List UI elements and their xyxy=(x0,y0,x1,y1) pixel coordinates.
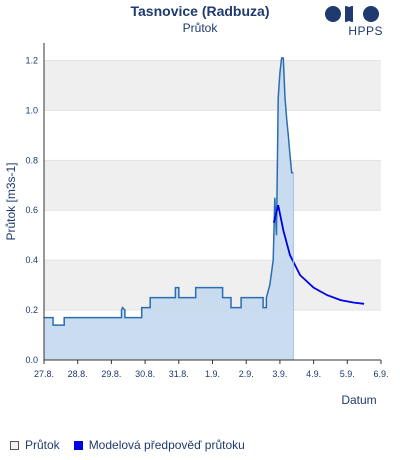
y-tick-label: 0.8 xyxy=(25,155,38,165)
x-tick-label: 6.9. xyxy=(373,369,388,379)
x-tick-label: 2.9. xyxy=(239,369,254,379)
y-tick-label: 0.0 xyxy=(25,355,38,365)
logo-text: HPPS xyxy=(348,24,383,38)
x-tick-label: 4.9. xyxy=(306,369,321,379)
legend-item-measured[interactable]: Průtok xyxy=(10,438,60,452)
chart-title: Tasnovice (Radbuza) xyxy=(130,3,270,19)
grid-band xyxy=(44,160,381,211)
legend-label-forecast: Modelová předpověď průtoku xyxy=(88,438,245,452)
forecast-flow-line xyxy=(272,204,365,305)
legend-swatch-forecast xyxy=(73,440,83,450)
y-tick-label: 0.6 xyxy=(25,205,38,215)
measured-flow-line xyxy=(44,57,294,326)
x-tick-label: 29.8. xyxy=(101,369,121,379)
legend-swatch-measured xyxy=(10,440,19,450)
x-tick-label: 27.8. xyxy=(34,369,54,379)
x-tick-label: 28.8. xyxy=(68,369,88,379)
legend-label-measured: Průtok xyxy=(25,438,60,452)
y-tick-label: 0.2 xyxy=(25,305,38,315)
x-tick-label: 5.9. xyxy=(340,369,355,379)
x-tick-label: 30.8. xyxy=(135,369,155,379)
x-tick-label: 1.9. xyxy=(205,369,220,379)
x-tick-label: 31.8. xyxy=(169,369,189,379)
x-axis-label: Datum xyxy=(341,393,376,407)
flow-chart: 0.0 0.2 0.4 0.6 0.8 1.0 1.2 27.8. 28.8. 29.8. 30.… xyxy=(4,43,389,407)
y-tick-label: 0.4 xyxy=(25,255,38,265)
x-tick-label: 3.9. xyxy=(272,369,287,379)
hpps-logo xyxy=(325,6,379,22)
y-tick-label: 1.0 xyxy=(25,105,38,115)
legend: Průtok Modelová předpověď průtoku xyxy=(10,438,259,452)
y-axis-label: Průtok [m3s-1] xyxy=(4,162,18,240)
chart-subtitle: Průtok xyxy=(182,21,218,35)
legend-item-forecast[interactable]: Modelová předpověď průtoku xyxy=(73,438,245,452)
y-tick-label: 1.2 xyxy=(25,55,38,65)
grid-band xyxy=(44,60,381,111)
measured-flow-area xyxy=(44,58,294,360)
